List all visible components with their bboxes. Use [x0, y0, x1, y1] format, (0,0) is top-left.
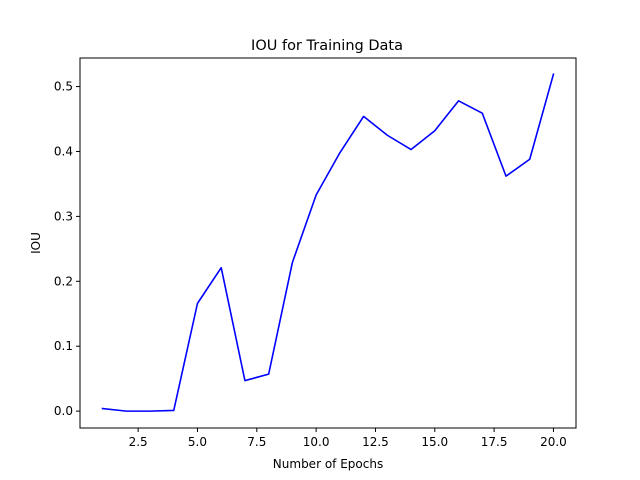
x-tick-label: 2.5: [129, 435, 148, 449]
series-line: [101, 73, 555, 412]
y-tick-label: 0.5: [54, 80, 73, 94]
x-axis: 2.5 5.0 7.5 10.0 12.5 15.0 17.5 20.0: [129, 428, 567, 449]
y-axis-label: IOU: [29, 232, 43, 254]
x-tick-label: 5.0: [188, 435, 207, 449]
y-tick-label: 0.1: [54, 339, 73, 353]
series-layer: [101, 73, 555, 412]
x-tick-label: 10.0: [303, 435, 330, 449]
y-tick-label: 0.4: [54, 144, 73, 158]
chart-title: IOU for Training Data: [251, 38, 403, 54]
x-tick-label: 15.0: [421, 435, 448, 449]
x-tick-label: 7.5: [247, 435, 266, 449]
plot-frame: [79, 57, 577, 429]
y-tick-label: 0.3: [54, 209, 73, 223]
x-tick-label: 17.5: [481, 435, 508, 449]
plot-area: [79, 57, 577, 429]
x-tick-label: 20.0: [540, 435, 567, 449]
x-tick-label: 12.5: [362, 435, 389, 449]
y-tick-label: 0.2: [54, 274, 73, 288]
y-tick-label: 0.0: [54, 404, 73, 418]
y-axis: 0.0 0.1 0.2 0.3 0.4 0.5: [54, 80, 80, 418]
x-axis-label: Number of Epochs: [273, 457, 383, 471]
